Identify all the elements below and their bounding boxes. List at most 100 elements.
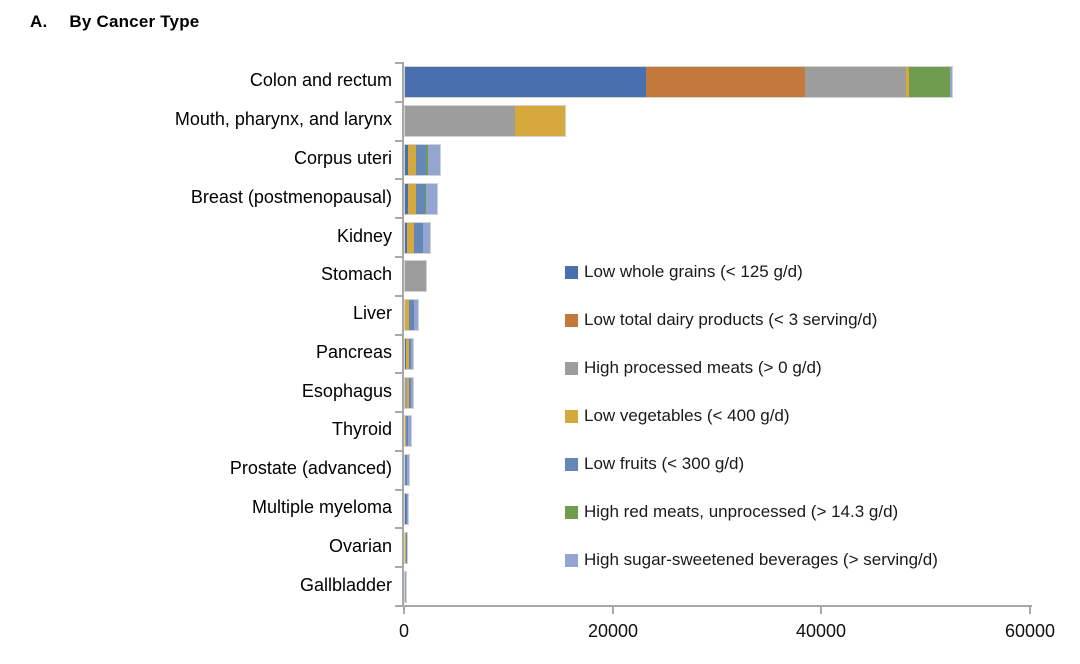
- bar-segment: [409, 339, 412, 369]
- x-tick-label: 0: [398, 621, 409, 641]
- bar-segment: [416, 145, 426, 175]
- bar-segment: [416, 184, 426, 214]
- category-label: Kidney: [336, 226, 392, 246]
- y-tick-mark: [395, 178, 402, 180]
- bar-row: [404, 105, 566, 137]
- bar-row: [404, 144, 442, 176]
- bar-segment: [405, 261, 427, 291]
- bar-segment: [405, 300, 410, 330]
- legend-item: High red meats, unprocessed (> 14.3 g/d): [565, 502, 938, 522]
- legend-label: Low total dairy products (< 3 serving/d): [584, 310, 878, 329]
- bar-row: [404, 571, 408, 603]
- bar-segment: [411, 378, 413, 408]
- bar-segment: [413, 300, 419, 330]
- bar-segment: [405, 378, 408, 408]
- category-label: Pancreas: [315, 342, 392, 362]
- bar-segment: [407, 378, 409, 408]
- category-label: Corpus uteri: [293, 148, 392, 168]
- legend-label: High red meats, unprocessed (> 14.3 g/d): [584, 502, 899, 521]
- legend-label: High processed meats (> 0 g/d): [584, 358, 822, 377]
- y-tick-mark: [395, 527, 402, 529]
- bar-segment: [406, 416, 409, 446]
- bar-segment: [405, 533, 407, 563]
- panel-letter: A.: [30, 12, 48, 31]
- y-tick-mark: [395, 566, 402, 568]
- legend-swatch: [565, 409, 578, 423]
- y-tick-mark: [395, 295, 402, 297]
- legend-item: Low fruits (< 300 g/d): [565, 454, 938, 474]
- y-tick-mark: [395, 256, 402, 258]
- bar-segment: [908, 67, 950, 97]
- y-tick-mark: [395, 140, 402, 142]
- bar-segment: [425, 145, 428, 175]
- legend-item: Low vegetables (< 400 g/d): [565, 406, 938, 426]
- bar-segment: [405, 67, 646, 97]
- bar-segment: [405, 223, 408, 253]
- bar-segment: [414, 223, 424, 253]
- bar-row: [404, 299, 420, 331]
- bar-segment: [804, 67, 906, 97]
- bar-segment: [905, 67, 909, 97]
- bar-segment: [411, 339, 413, 369]
- bar-segment: [949, 67, 952, 97]
- legend-item: High processed meats (> 0 g/d): [565, 358, 938, 378]
- bar-row: [404, 532, 408, 564]
- bar-segment: [427, 145, 441, 175]
- category-label: Mouth, pharynx, and larynx: [174, 109, 392, 129]
- bar-segment: [405, 494, 407, 524]
- bar-segment: [406, 533, 407, 563]
- chart-title: A. By Cancer Type: [30, 12, 199, 32]
- legend: Low whole grains (< 125 g/d) Low total da…: [565, 262, 938, 598]
- legend-swatch: [565, 505, 578, 519]
- bar-segment: [406, 494, 408, 524]
- category-label: Thyroid: [331, 419, 392, 439]
- x-tick-mark: [820, 607, 822, 614]
- bar-row: [404, 454, 410, 486]
- legend-label: High sugar-sweetened beverages (> servin…: [584, 550, 938, 569]
- x-tick-mark: [612, 607, 614, 614]
- legend-swatch: [565, 457, 578, 471]
- category-label: Gallbladder: [299, 575, 392, 595]
- bar-segment: [408, 378, 411, 408]
- y-axis: [402, 62, 404, 607]
- y-tick-mark: [395, 217, 402, 219]
- bar-segment: [405, 572, 407, 602]
- legend-item: High sugar-sweetened beverages (> servin…: [565, 550, 938, 570]
- legend-item: Low total dairy products (< 3 serving/d): [565, 310, 938, 330]
- y-tick-mark: [395, 605, 402, 607]
- legend-swatch: [565, 265, 578, 279]
- legend-swatch: [565, 361, 578, 375]
- bar-segment: [406, 339, 410, 369]
- bar-row: [404, 183, 438, 215]
- bar-segment: [514, 106, 565, 136]
- legend-swatch: [565, 313, 578, 327]
- bar-segment: [407, 494, 408, 524]
- y-tick-mark: [395, 334, 402, 336]
- y-tick-mark: [395, 411, 402, 413]
- bar-segment: [410, 378, 412, 408]
- bar-row: [404, 66, 953, 98]
- bar-row: [404, 415, 413, 447]
- legend-label: Low whole grains (< 125 g/d): [584, 262, 803, 281]
- bar-segment: [405, 184, 409, 214]
- bar-segment: [407, 223, 415, 253]
- category-label: Breast (postmenopausal): [190, 187, 392, 207]
- x-axis: [402, 605, 1032, 607]
- category-label: Prostate (advanced): [229, 458, 392, 478]
- category-label: Stomach: [320, 264, 392, 284]
- bar-segment: [405, 106, 515, 136]
- bar-segment: [405, 145, 409, 175]
- x-tick-label: 60000: [1004, 621, 1056, 641]
- bar-row: [404, 377, 415, 409]
- chart-title-text: By Cancer Type: [69, 12, 200, 31]
- category-label: Multiple myeloma: [251, 497, 392, 517]
- bar-segment: [409, 300, 414, 330]
- bar-row: [404, 493, 410, 525]
- bar-segment: [646, 67, 805, 97]
- y-tick-mark: [395, 372, 402, 374]
- x-tick-mark: [1029, 607, 1031, 614]
- y-tick-mark: [395, 62, 402, 64]
- category-label: Ovarian: [328, 536, 392, 556]
- bar-row: [404, 338, 415, 370]
